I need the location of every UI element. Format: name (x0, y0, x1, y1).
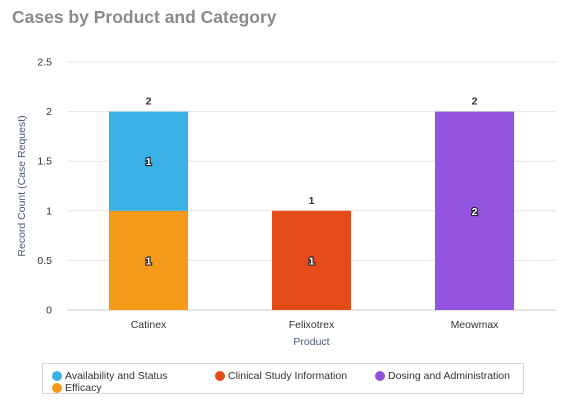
bar-total-label: 2 (146, 96, 152, 108)
legend-swatch-availability (52, 371, 62, 381)
legend-item-dosing[interactable]: Dosing and Administration (375, 370, 510, 382)
segment-value-label: 1 (146, 156, 152, 168)
x-tick-label: Meowmax (451, 319, 500, 331)
legend-label-availability: Availability and Status (65, 370, 168, 382)
y-tick-label: 0 (46, 305, 52, 317)
y-tick-label: 2.5 (37, 57, 52, 69)
legend-label-efficacy: Efficacy (65, 382, 102, 394)
bar-total-label: 2 (472, 96, 478, 108)
bar-segment[interactable] (435, 111, 514, 310)
x-axis-title: Product (293, 336, 329, 348)
y-tick-label: 1 (46, 205, 52, 217)
bar-segment[interactable] (109, 111, 188, 211)
y-axis-title: Record Count (Case Request) (16, 115, 28, 256)
legend-label-clinical-study: Clinical Study Information (228, 370, 348, 382)
x-tick-label: Felixotrex (289, 319, 335, 331)
segment-value-label: 1 (146, 255, 152, 267)
legend-swatch-clinical-study (215, 371, 225, 381)
chart-title: Cases by Product and Category (12, 7, 277, 27)
y-tick-label: 2 (46, 106, 52, 118)
x-tick-label: Catinex (131, 319, 167, 331)
bar-chart: 0 0.5 1 1.5 2 2.5 1 1 2 Catinex 1 1 Felixotrex 2 2 Meow… (16, 57, 556, 348)
bar-segment[interactable] (272, 210, 351, 310)
legend-label-dosing: Dosing and Administration (388, 370, 510, 382)
legend-swatch-efficacy (52, 383, 62, 393)
legend-item-availability[interactable]: Availability and Status (52, 370, 168, 382)
y-tick-label: 1.5 (37, 156, 52, 168)
y-tick-label: 0.5 (37, 255, 52, 267)
chart-legend: Availability and Status Clinical Study I… (42, 363, 524, 394)
bar-segment[interactable] (109, 210, 188, 310)
legend-item-efficacy[interactable]: Efficacy (52, 382, 102, 394)
bar-total-label: 1 (309, 195, 315, 207)
legend-item-clinical-study[interactable]: Clinical Study Information (215, 370, 347, 382)
segment-value-label: 2 (472, 206, 478, 218)
legend-swatch-dosing (375, 371, 385, 381)
segment-value-label: 1 (309, 255, 315, 267)
